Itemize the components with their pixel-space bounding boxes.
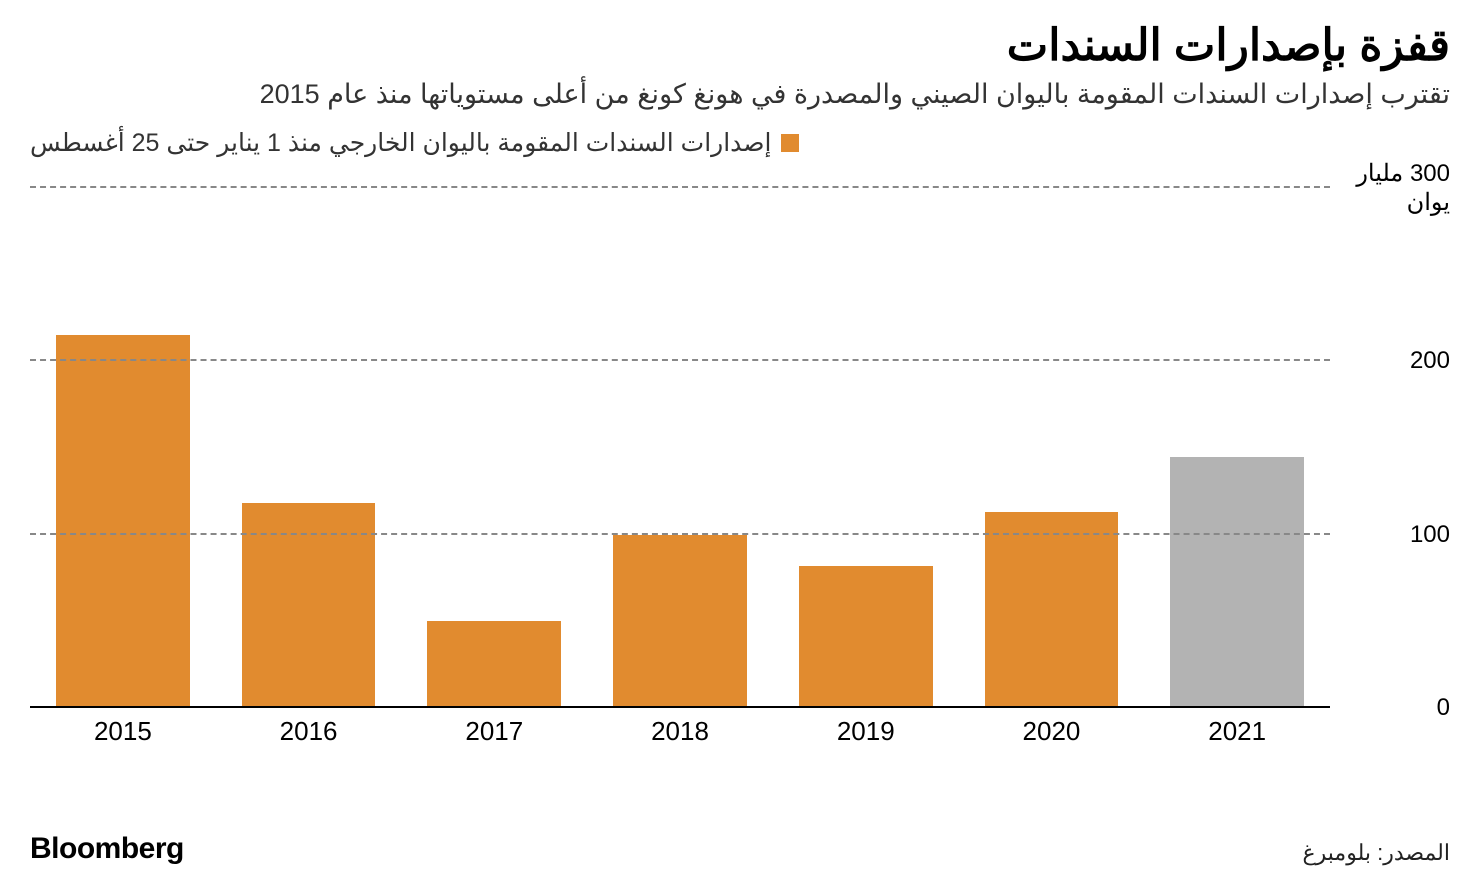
bar [427, 621, 561, 708]
plot-area [30, 188, 1330, 708]
bar-slot [773, 188, 959, 708]
x-tick-label: 2019 [773, 708, 959, 748]
bar [799, 566, 933, 708]
chart-container: قفزة بإصدارات السندات تقترب إصدارات السن… [0, 0, 1480, 890]
y-tick-label: 200 [1340, 347, 1450, 375]
legend-swatch [781, 134, 799, 152]
bar-slot [401, 188, 587, 708]
bar [56, 335, 190, 708]
y-tick-label: 100 [1340, 521, 1450, 549]
bar-slot [959, 188, 1145, 708]
x-tick-label: 2017 [401, 708, 587, 748]
bar [613, 535, 747, 708]
chart-title: قفزة بإصدارات السندات [30, 20, 1450, 71]
gridline [30, 186, 1330, 188]
legend: إصدارات السندات المقومة باليوان الخارجي … [30, 128, 1450, 158]
x-tick-label: 2015 [30, 708, 216, 748]
bar-slot [30, 188, 216, 708]
y-tick-label: 0 [1340, 694, 1450, 722]
bars-group [30, 188, 1330, 708]
legend-label: إصدارات السندات المقومة باليوان الخارجي … [30, 128, 771, 158]
x-tick-label: 2020 [959, 708, 1145, 748]
x-tick-label: 2016 [216, 708, 402, 748]
y-tick-label: 300 مليار يوان [1340, 159, 1450, 217]
bar [985, 512, 1119, 708]
bar-slot [587, 188, 773, 708]
brand-logo: Bloomberg [30, 832, 184, 866]
bar-slot [1144, 188, 1330, 708]
chart-area: 2015201620172018201920202021 0100200300 … [30, 188, 1450, 748]
bar [1170, 457, 1304, 708]
gridline [30, 533, 1330, 535]
x-tick-label: 2021 [1144, 708, 1330, 748]
source-text: المصدر: بلومبرغ [1303, 840, 1450, 866]
x-tick-label: 2018 [587, 708, 773, 748]
bar-slot [216, 188, 402, 708]
gridline [30, 359, 1330, 361]
chart-subtitle: تقترب إصدارات السندات المقومة باليوان ال… [30, 79, 1450, 110]
footer: Bloomberg المصدر: بلومبرغ [30, 832, 1450, 866]
x-axis-labels: 2015201620172018201920202021 [30, 708, 1330, 748]
